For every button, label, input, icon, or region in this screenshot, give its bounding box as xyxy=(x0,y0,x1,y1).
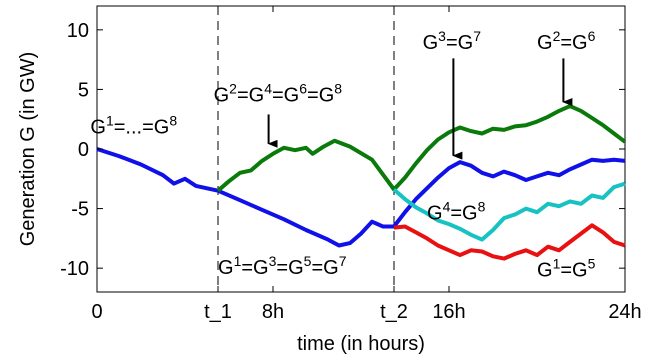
series-line-1 xyxy=(216,104,627,193)
x-tick-label-3: t_2 xyxy=(380,301,408,323)
x-tick-label-0: 0 xyxy=(91,301,102,323)
annotation-a4: G3​=G7​ xyxy=(423,28,482,54)
annotations: G1​=...=G8​ G2​=G4​=G6​=G8​ G1​=G3​=G5​=G7… xyxy=(90,28,595,282)
y-tick-label-1: 5 xyxy=(78,79,89,101)
annotation-a2: G2​=G4​=G6​=G8​ xyxy=(214,80,343,106)
x-tick-label-5: 24h xyxy=(608,301,641,323)
vertical-markers xyxy=(217,6,395,292)
y-tick-label-4: -10 xyxy=(60,258,89,280)
axis-ticks: 0 t_1 8h t_2 16h 24h 10 5 0 -5 -10 xyxy=(60,6,642,323)
series-lines xyxy=(96,104,627,261)
annotation-a7: G1​=G5​ xyxy=(537,256,596,282)
annotation-a1: G1​=...=G8​ xyxy=(90,113,177,139)
annotation-a5: G2​=G6​ xyxy=(537,28,596,54)
annotation-a6: G4​=G8​ xyxy=(427,198,486,224)
annotation-arrows xyxy=(267,58,573,160)
annotation-a3: G1​=G3​=G5​=G7​ xyxy=(218,253,347,279)
plot-area xyxy=(96,5,626,293)
y-tick-label-3: -5 xyxy=(71,199,89,221)
y-tick-label-0: 10 xyxy=(67,20,89,42)
x-tick-label-4: 16h xyxy=(432,301,465,323)
series-line-3 xyxy=(393,223,626,261)
y-axis-label: Generation G (in GW) xyxy=(17,52,39,247)
x-tick-label-2: 8h xyxy=(262,301,284,323)
x-tick-label-1: t_1 xyxy=(204,301,232,323)
x-axis-label: time (in hours) xyxy=(297,333,425,355)
y-tick-label-2: 0 xyxy=(78,139,89,161)
series-line-2 xyxy=(392,181,626,242)
